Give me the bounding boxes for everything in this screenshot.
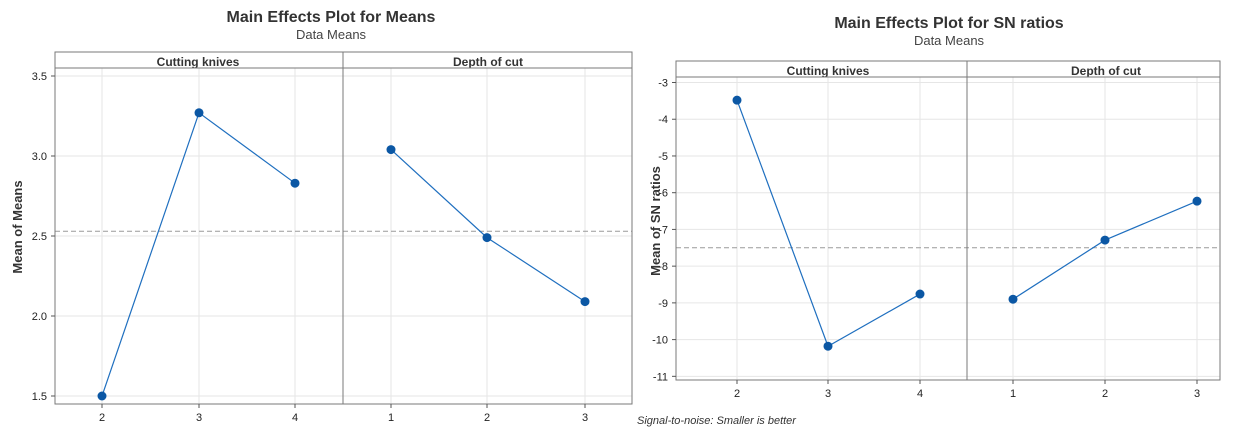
means-series-line-depth-of-cut [390, 149, 586, 303]
sn-panel-label-depth-of-cut: Depth of cut [1071, 64, 1141, 78]
sn-y-tick-label: -9 [658, 298, 668, 310]
sn-y-tick-label: -3 [658, 78, 668, 90]
sn-panel-label-cutting-knives: Cutting knives [787, 64, 870, 78]
means-data-point [580, 297, 590, 307]
means-y-tick-label: 1.5 [32, 391, 47, 403]
sn-plot-border [675, 60, 1221, 381]
means-x-tick-label: 2 [484, 412, 490, 424]
means-data-point [386, 145, 396, 155]
means-x-tick-label: 3 [196, 412, 202, 424]
means-x-tick-label: 2 [99, 412, 105, 424]
means-data-point [482, 233, 492, 243]
means-y-tick-labels: 1.5 2.0 2.5 3.0 3.5 [32, 71, 55, 403]
sn-y-tick-label: -6 [658, 188, 668, 200]
means-frame [54, 51, 633, 405]
means-data-point [97, 391, 107, 401]
means-chart-title: Main Effects Plot for Means [227, 9, 436, 26]
sn-frame [675, 60, 1221, 381]
sn-y-tick-labels: -3 -4 -5 -6 -7 -8 -9 -10 -11 [652, 78, 676, 383]
means-x-tick-label: 3 [582, 412, 588, 424]
sn-y-tick-label: -4 [658, 114, 668, 126]
means-y-tick-label: 3.0 [32, 151, 47, 163]
sn-data-point [1008, 294, 1018, 304]
sn-footnote: Signal-to-noise: Smaller is better [637, 415, 797, 427]
sn-chart-title: Main Effects Plot for SN ratios [834, 15, 1063, 32]
means-panel-label-cutting-knives: Cutting knives [157, 55, 240, 69]
sn-data-point [823, 341, 833, 351]
means-data-point [194, 108, 204, 118]
sn-data-point [732, 95, 742, 105]
means-y-axis-label: Mean of Means [10, 180, 25, 273]
means-y-tick-label: 2.0 [32, 311, 47, 323]
sn-y-tick-label: -10 [652, 335, 668, 347]
sn-ratios-chart: Main Effects Plot for SN ratios Data Mea… [637, 15, 1221, 427]
sn-y-tick-label: -11 [653, 371, 668, 383]
sn-x-tick-label: 1 [1010, 388, 1016, 400]
sn-data-point [915, 289, 925, 299]
sn-y-axis-label: Mean of SN ratios [648, 166, 663, 276]
sn-data-point [1100, 235, 1110, 245]
means-y-tick-label: 2.5 [32, 231, 47, 243]
sn-y-tick-label: -7 [658, 224, 668, 236]
means-x-tick-labels: 2 3 4 1 2 3 [99, 404, 588, 424]
means-x-tick-label: 1 [388, 412, 394, 424]
sn-data-point [1192, 196, 1202, 206]
sn-x-tick-label: 3 [825, 388, 831, 400]
means-chart-subtitle: Data Means [296, 27, 367, 42]
means-chart: Main Effects Plot for Means Data Means M… [10, 9, 633, 424]
sn-grid [676, 77, 1220, 380]
sn-x-tick-label: 2 [734, 388, 740, 400]
sn-x-tick-labels: 2 3 4 1 2 3 [734, 380, 1200, 400]
sn-y-tick-label: -5 [658, 151, 668, 163]
means-x-tick-label: 4 [292, 412, 298, 424]
sn-chart-subtitle: Data Means [914, 33, 985, 48]
sn-x-tick-label: 2 [1102, 388, 1108, 400]
means-y-tick-label: 3.5 [32, 71, 47, 83]
means-series [97, 108, 590, 401]
sn-y-tick-label: -8 [658, 261, 668, 273]
means-panel-label-depth-of-cut: Depth of cut [453, 55, 523, 69]
sn-x-tick-label: 4 [917, 388, 923, 400]
means-data-point [290, 178, 300, 188]
sn-series [732, 95, 1202, 351]
sn-x-tick-label: 3 [1194, 388, 1200, 400]
